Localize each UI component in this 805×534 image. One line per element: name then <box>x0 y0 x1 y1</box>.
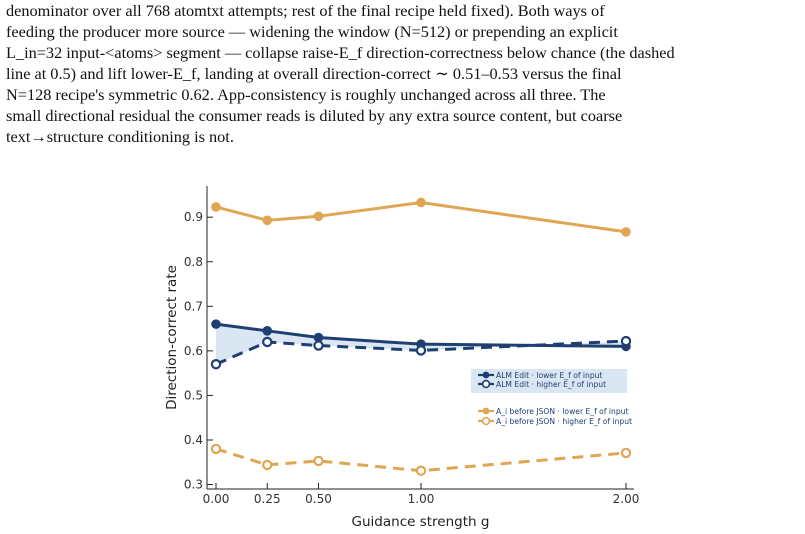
x-tick-label: 0.25 <box>254 492 281 506</box>
data-point-series-2 <box>416 197 426 208</box>
x-tick-label: 0.00 <box>203 492 230 506</box>
data-point-series-1 <box>313 340 324 351</box>
y-tick-label: 0.7 <box>184 299 203 313</box>
legend-swatch-marker <box>481 379 491 389</box>
legend-label: ALM Edit · lower E_f of input <box>496 371 602 380</box>
data-point-series-3 <box>620 447 632 459</box>
data-point-series-1 <box>415 345 427 356</box>
legend-label: ALM Edit · higher E_f of input <box>496 380 606 389</box>
y-tick-label: 0.3 <box>184 478 203 492</box>
paragraph-line: N=128 recipe's symmetric 0.62. App-consi… <box>6 85 606 104</box>
legend-swatch-marker <box>481 416 491 426</box>
x-axis-title: Guidance strength g <box>352 514 490 530</box>
y-tick-label: 0.9 <box>184 210 203 224</box>
paragraph-line: text→structure conditioning is not. <box>6 127 234 146</box>
data-point-series-0 <box>211 319 221 329</box>
paragraph-line: small directional residual the consumer … <box>6 106 623 125</box>
x-tick-label: 2.00 <box>613 492 640 506</box>
legend-swatch-marker <box>482 407 490 415</box>
y-axis-title: Direction-correct rate <box>164 265 180 410</box>
paragraph-line: line at 0.5) and lift lower-E_f, landing… <box>6 64 622 83</box>
data-point-series-2 <box>621 227 631 237</box>
data-point-series-3 <box>210 443 222 455</box>
legend-label: A_i before JSON · higher E_f of input <box>496 417 632 426</box>
x-tick-label: 0.50 <box>305 492 332 506</box>
y-tick-label: 0.8 <box>184 255 203 269</box>
y-tick-label: 0.5 <box>184 388 203 402</box>
data-point-series-1 <box>210 359 222 370</box>
series-line-1 <box>215 339 627 366</box>
data-point-series-3 <box>313 455 324 467</box>
data-point-series-1 <box>262 336 273 348</box>
data-point-series-2 <box>262 215 273 226</box>
paragraph-line: L_in=32 input-<atoms> segment — collapse… <box>6 43 675 62</box>
legend-swatch-marker <box>482 371 490 379</box>
body-paragraph: denominator over all 768 atomtxt attempt… <box>6 0 800 147</box>
data-point-series-1 <box>620 335 632 347</box>
paragraph-line: feeding the producer more source — widen… <box>6 22 618 41</box>
data-point-series-2 <box>313 211 324 222</box>
series-line-3 <box>215 447 627 473</box>
data-point-series-3 <box>415 465 427 476</box>
data-point-series-3 <box>262 459 273 471</box>
data-point-series-2 <box>211 202 221 212</box>
data-point-series-0 <box>262 326 273 336</box>
y-tick-label: 0.4 <box>184 433 203 447</box>
legend-label: A_i before JSON · lower E_f of input <box>496 407 628 416</box>
y-tick-label: 0.6 <box>184 344 203 358</box>
legend-box <box>471 369 627 393</box>
x-tick-label: 1.00 <box>408 492 435 506</box>
data-point-series-0 <box>313 332 324 343</box>
paragraph-line: denominator over all 768 atomtxt attempt… <box>6 1 605 20</box>
